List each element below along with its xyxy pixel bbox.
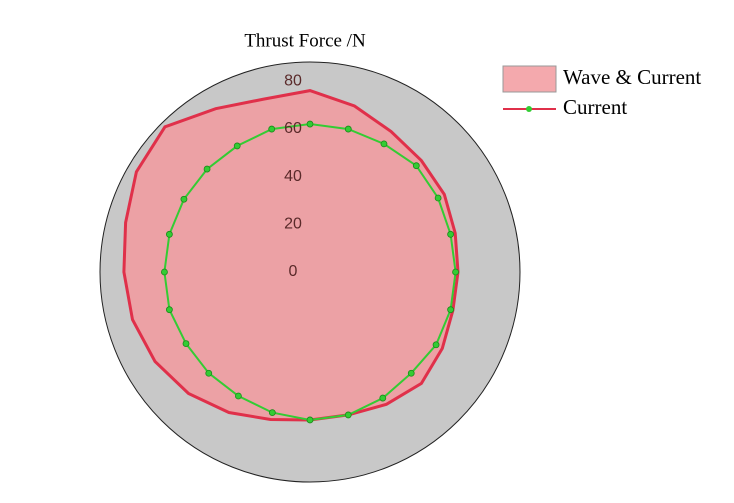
r-tick-label: 20 — [284, 215, 302, 232]
point — [407, 369, 415, 377]
point — [268, 409, 276, 417]
point — [182, 340, 190, 347]
point — [205, 369, 213, 377]
point — [447, 306, 455, 314]
legend-label: Wave & Current — [563, 65, 701, 89]
legend-label: Current — [563, 95, 627, 119]
point — [203, 165, 211, 173]
point — [161, 268, 168, 276]
point — [447, 230, 455, 238]
point — [412, 162, 420, 170]
point — [180, 195, 188, 203]
area — [122, 89, 460, 422]
point — [452, 268, 459, 276]
r-tick-label: 40 — [284, 168, 302, 185]
r-tick-label: 60 — [284, 120, 302, 137]
point — [380, 140, 388, 148]
point — [344, 125, 352, 133]
point — [434, 194, 442, 202]
point — [235, 392, 242, 400]
point — [432, 341, 440, 349]
point — [306, 416, 314, 424]
r-tick-label: 80 — [284, 72, 302, 89]
point — [165, 230, 173, 238]
point — [268, 125, 276, 133]
legend-marker — [526, 106, 532, 112]
point — [165, 306, 173, 314]
point — [233, 142, 241, 150]
r-tick-label: 0 — [289, 263, 298, 280]
point — [306, 120, 314, 128]
point — [379, 394, 387, 402]
chart-title: Thrust Force /N — [244, 30, 366, 51]
legend-swatch — [502, 65, 557, 93]
point — [344, 411, 352, 419]
